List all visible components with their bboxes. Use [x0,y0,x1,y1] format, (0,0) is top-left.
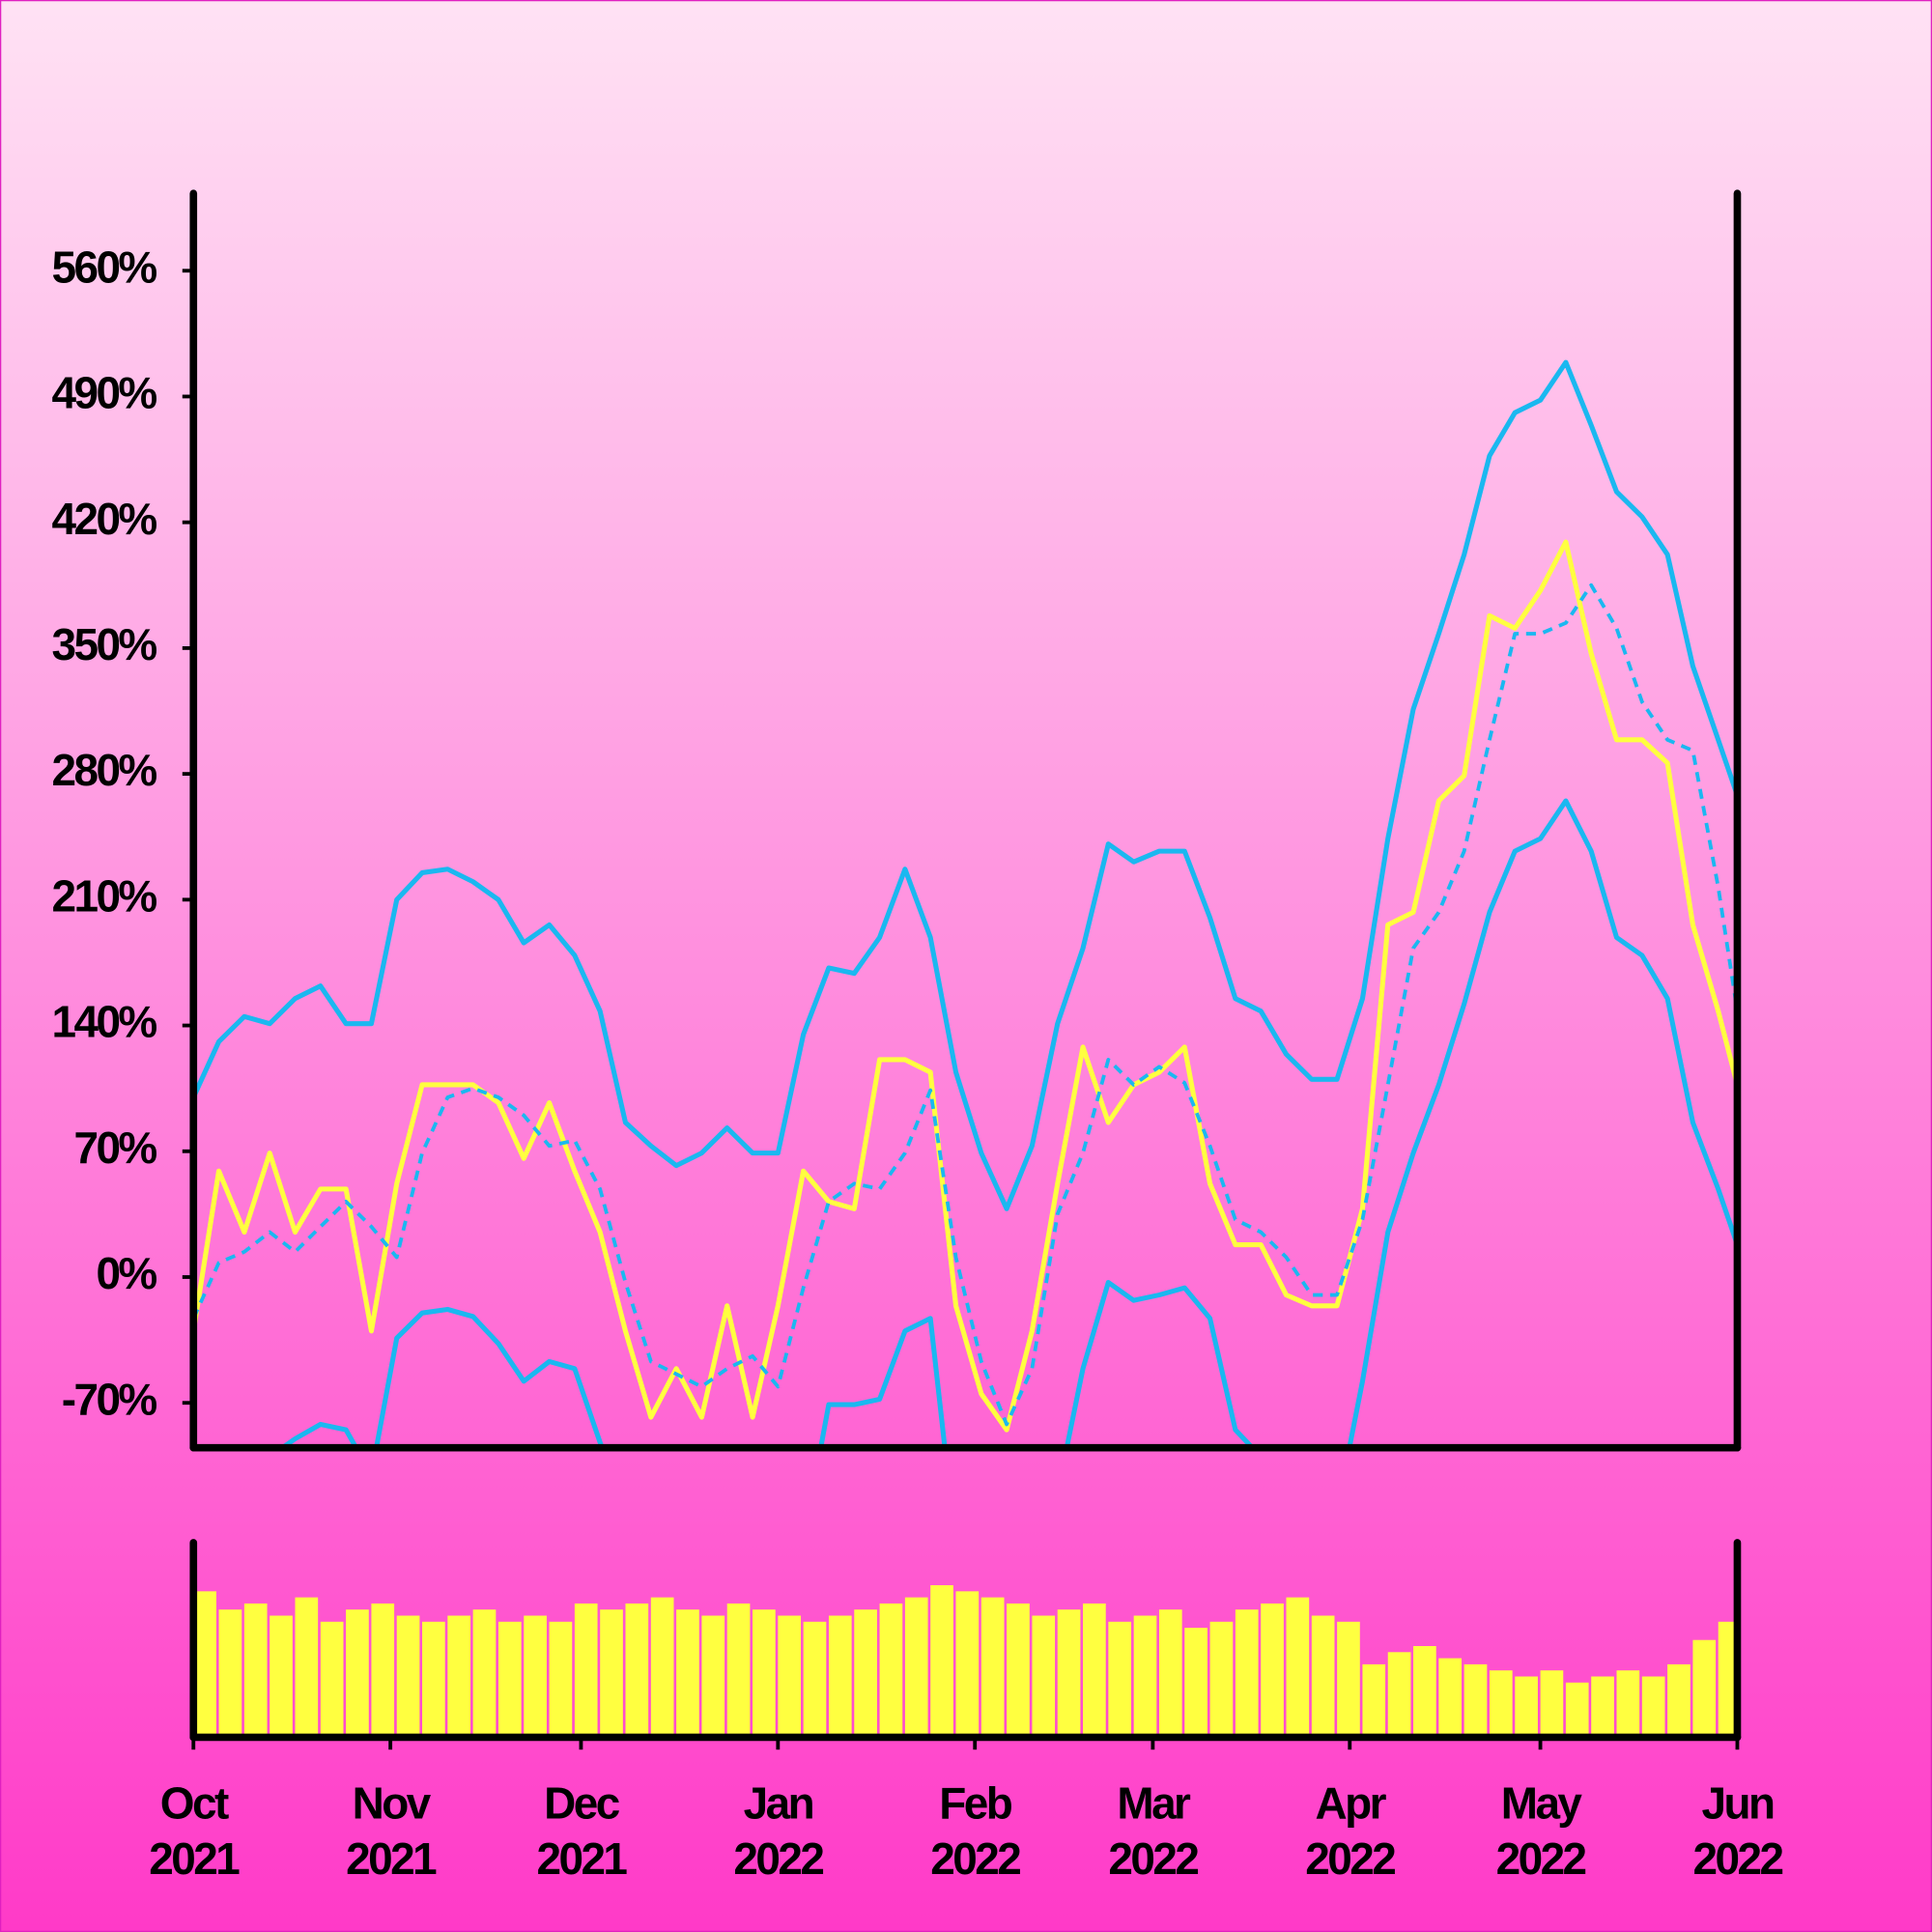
volume-bar [980,1597,1005,1738]
volume-bar [371,1603,395,1738]
x-tick-label: Feb 2022 [930,1778,1020,1884]
y-tick-label: 70% [73,1122,156,1173]
volume-bar [1692,1639,1717,1738]
volume-bar [1311,1615,1335,1738]
series-line [193,359,1738,1211]
volume-bar [1235,1609,1259,1738]
volume-bar [1540,1670,1564,1738]
volume-bar [1007,1603,1030,1738]
volume-bar [1209,1621,1234,1738]
volume-bar [1667,1663,1690,1738]
volume-bar [854,1609,877,1738]
volume-bar [447,1615,471,1738]
volume-bar [524,1615,547,1738]
volume-bar [828,1615,852,1738]
series-line [193,582,1738,1427]
volume-bar [1413,1646,1436,1738]
y-tick-label: 280% [51,745,156,795]
volume-bar [270,1615,293,1738]
volume-bar [930,1585,953,1738]
volume-bar [778,1615,802,1738]
volume-bar [1489,1670,1513,1738]
volume-bar [879,1603,903,1738]
volume-bar [650,1597,674,1738]
volume-bar [1565,1682,1589,1738]
volume-bar [1184,1628,1208,1738]
volume-bar [1616,1670,1640,1738]
volume-bar [1362,1663,1386,1738]
x-tick-label: Mar 2022 [1108,1778,1198,1884]
volume-bar [1108,1621,1132,1738]
x-tick-label: Jan 2022 [733,1778,823,1884]
y-tick-label: 350% [51,619,156,669]
volume-bar [422,1621,445,1738]
volume-bar [1515,1676,1538,1738]
y-tick-label: 0% [96,1248,156,1298]
volume-bar [1591,1676,1614,1738]
volume-bar [1133,1615,1157,1738]
x-tick-label: Jun 2022 [1693,1778,1783,1884]
volume-bar [1387,1652,1411,1738]
volume-area [193,1585,1738,1738]
series-line [193,539,1738,1433]
volume-bar [625,1603,649,1738]
axes: -70% 0% 70% 140% 210% 280% 350% 420% 490% 560% Oct… [51,189,1785,1884]
plot-area [193,359,1738,1448]
y-tick-label: 490% [51,368,156,418]
volume-bar [193,1591,216,1738]
volume-bar [549,1621,573,1738]
volume-bar [1261,1603,1284,1738]
volume-bar [726,1603,751,1738]
volume-bar [1057,1609,1081,1738]
x-tick-label: May 2022 [1496,1778,1586,1884]
volume-bar [320,1621,344,1738]
volume-bar [600,1609,623,1738]
volume-bar [676,1609,699,1738]
volume-bar [803,1621,827,1738]
series-line [277,798,1738,1448]
volume-bar [243,1603,268,1738]
volume-bar [218,1609,242,1738]
volume-bar [1337,1621,1360,1738]
volume-bar [1641,1676,1665,1738]
volume-bar [1083,1603,1106,1738]
volume-bar [1032,1615,1056,1738]
volume-bar [346,1609,369,1738]
y-tick-label: 420% [51,494,156,544]
x-tick-label: Nov 2021 [346,1778,437,1884]
volume-bar [1158,1609,1182,1738]
x-tick-label: Dec 2021 [536,1778,627,1884]
volume-bar [1718,1621,1736,1738]
volume-bar [472,1609,497,1738]
volume-bar [1463,1663,1488,1738]
volume-bar [904,1597,928,1738]
volume-bar [1286,1597,1310,1738]
volume-bar [753,1609,776,1738]
y-tick-label: 210% [51,870,156,921]
y-tick-label: -70% [62,1374,157,1424]
volume-bar [295,1597,319,1738]
volume-bar [955,1591,980,1738]
volume-bar [574,1603,598,1738]
volume-bar [396,1615,420,1738]
x-tick-label: Oct 2021 [149,1778,240,1884]
volume-bar [1438,1658,1463,1738]
y-tick-label: 140% [51,997,156,1047]
volume-bar [701,1615,725,1738]
y-tick-label: 560% [51,242,156,292]
volume-bar [497,1621,522,1738]
x-tick-label: Apr 2022 [1305,1778,1395,1884]
